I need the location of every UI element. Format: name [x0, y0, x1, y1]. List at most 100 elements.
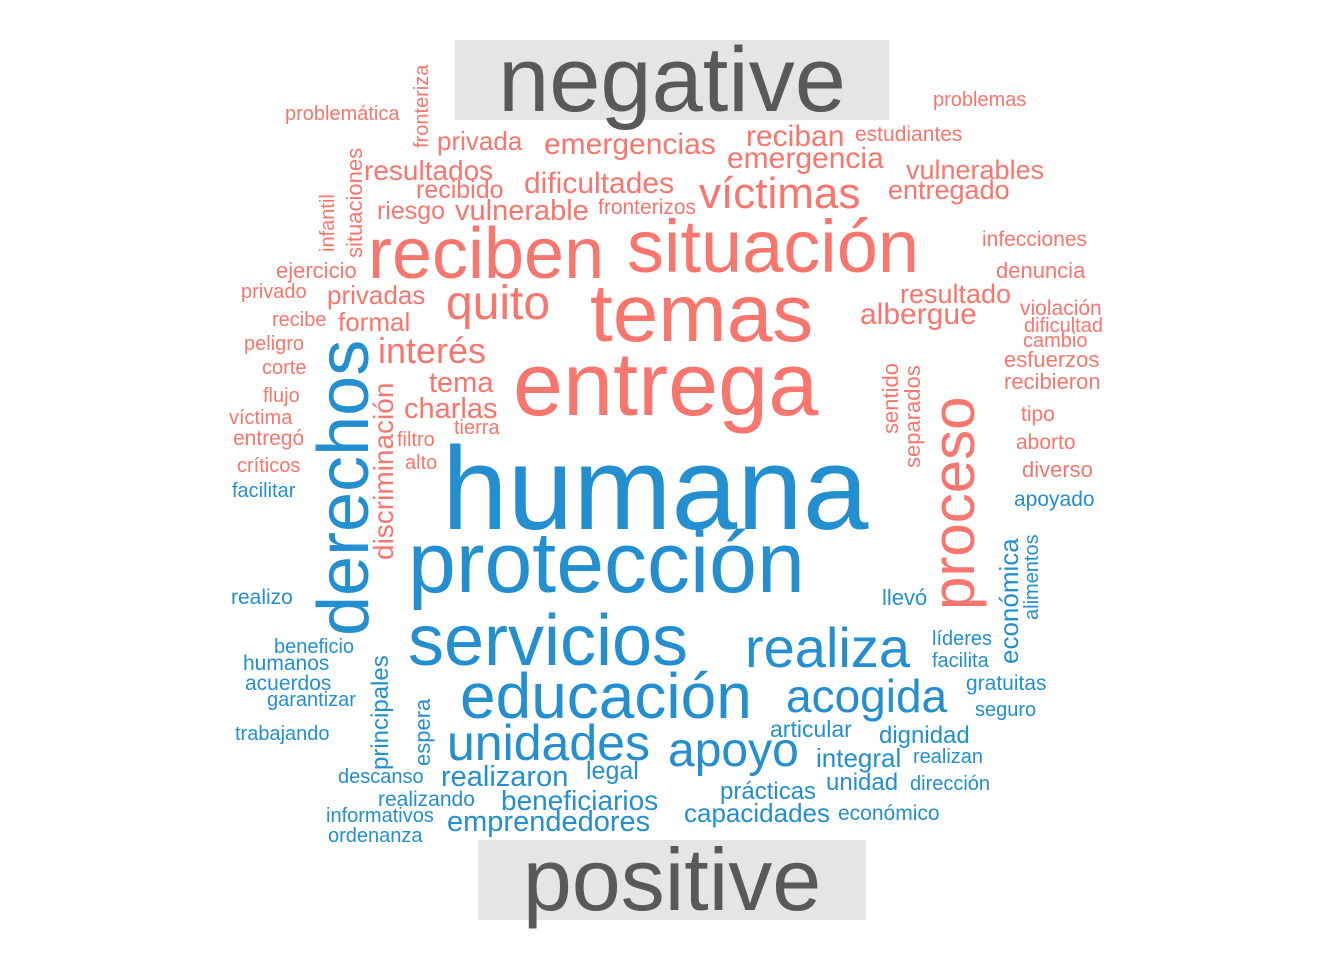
word-negative: albergue: [860, 298, 977, 331]
word-negative: riesgo: [377, 197, 446, 225]
word-positive: realizan: [913, 746, 984, 768]
word-positive: beneficio: [274, 636, 355, 658]
word-negative: estudiantes: [855, 123, 963, 146]
word-positive: espera: [410, 698, 435, 766]
word-negative: infantil: [317, 194, 339, 252]
word-positive: capacidades: [684, 798, 830, 828]
word-negative: ejercicio: [276, 258, 357, 283]
positive-group-label: positive: [478, 836, 866, 924]
word-negative: dificultad: [1024, 315, 1103, 337]
word-positive: acuerdos: [245, 672, 332, 695]
word-negative: víctima: [229, 407, 293, 429]
word-negative: entrega: [513, 335, 819, 435]
word-negative: interés: [378, 330, 487, 371]
word-negative: temas: [590, 268, 814, 359]
word-positive: educación: [460, 660, 752, 732]
word-negative: fronteriza: [411, 64, 433, 148]
word-positive: emprendedores: [447, 806, 651, 838]
word-negative: entregó: [233, 427, 305, 450]
word-negative: víctimas: [699, 169, 861, 218]
word-negative: charlas: [404, 393, 498, 425]
word-negative: corte: [262, 357, 307, 379]
word-positive: facilita: [932, 650, 989, 672]
word-positive: trabajando: [235, 723, 330, 745]
word-negative: proceso: [920, 396, 987, 610]
word-negative: infecciones: [982, 228, 1088, 251]
word-negative: reciban: [746, 120, 845, 153]
word-negative: privadas: [327, 280, 426, 310]
word-negative: resultado: [900, 279, 1012, 309]
word-positive: económico: [838, 802, 940, 825]
word-negative: separados: [900, 365, 925, 468]
word-negative: problemática: [285, 103, 400, 125]
word-negative: recibido: [416, 176, 504, 204]
word-negative: filtro: [397, 429, 435, 451]
word-negative: privado: [241, 281, 307, 303]
word-positive: servicios: [408, 601, 689, 681]
word-positive: gratuitas: [966, 672, 1047, 695]
word-positive: humanos: [243, 652, 330, 675]
word-negative: esfuerzos: [1004, 347, 1100, 372]
word-positive: ordenanza: [328, 825, 423, 847]
word-positive: unidad: [826, 769, 899, 796]
word-positive: beneficiarios: [501, 785, 659, 816]
word-negative: recibe: [272, 309, 327, 331]
word-negative: tierra: [454, 417, 500, 439]
word-negative: emergencia: [727, 142, 884, 175]
word-positive: integral: [816, 743, 902, 773]
word-positive: seguro: [975, 699, 1037, 721]
word-negative: tipo: [1021, 403, 1055, 426]
word-positive: protección: [408, 515, 805, 611]
word-negative: recibieron: [1004, 369, 1101, 394]
word-negative: entregado: [888, 175, 1010, 205]
word-negative: peligro: [244, 333, 305, 355]
word-negative: fronterizos: [598, 196, 697, 219]
word-negative: situaciones: [342, 147, 367, 258]
word-positive: prácticas: [720, 778, 817, 805]
word-positive: descanso: [338, 766, 424, 788]
word-negative: situación: [627, 205, 920, 288]
word-positive: dirección: [910, 773, 991, 795]
word-negative: alto: [405, 452, 438, 474]
word-negative: vulnerable: [455, 195, 589, 227]
word-positive: derechos: [304, 339, 384, 636]
word-positive: líderes: [932, 628, 993, 650]
word-negative: resultados: [364, 155, 494, 186]
word-positive: realizo: [231, 586, 293, 609]
word-positive: acogida: [786, 670, 948, 722]
word-positive: económica: [994, 538, 1024, 664]
word-negative: cambio: [1023, 330, 1088, 352]
word-negative: privada: [437, 126, 523, 156]
word-positive: principales: [367, 655, 394, 770]
negative-group-label: negative: [455, 34, 889, 126]
word-positive: llevó: [882, 585, 928, 610]
word-negative: emergencias: [544, 128, 716, 161]
word-negative: vulnerables: [906, 155, 1045, 185]
word-positive: informativos: [326, 805, 434, 827]
word-negative: tema: [429, 367, 494, 399]
word-negative: diverso: [1022, 457, 1093, 482]
word-negative: problemas: [933, 89, 1027, 111]
word-positive: unidades: [447, 715, 650, 771]
word-positive: facilitar: [232, 480, 296, 502]
word-positive: articular: [770, 716, 852, 742]
word-negative: críticos: [237, 455, 301, 477]
word-negative: reciben: [368, 214, 605, 294]
word-positive: humana: [442, 423, 869, 555]
word-negative: quito: [446, 277, 551, 330]
word-negative: sentido: [878, 363, 903, 434]
word-positive: alimentos: [1021, 534, 1043, 620]
word-positive: apoyado: [1014, 488, 1095, 511]
word-negative: violación: [1020, 297, 1102, 320]
word-positive: garantizar: [267, 689, 356, 711]
word-positive: apoyo: [668, 724, 799, 777]
word-positive: legal: [586, 757, 639, 785]
word-negative: dificultades: [524, 167, 675, 200]
word-negative: denuncia: [996, 258, 1086, 283]
word-positive: realiza: [745, 616, 910, 679]
word-positive: realizaron: [441, 761, 569, 793]
word-negative: formal: [338, 307, 411, 337]
word-positive: dignidad: [879, 722, 970, 749]
word-positive: realizando: [378, 788, 475, 811]
